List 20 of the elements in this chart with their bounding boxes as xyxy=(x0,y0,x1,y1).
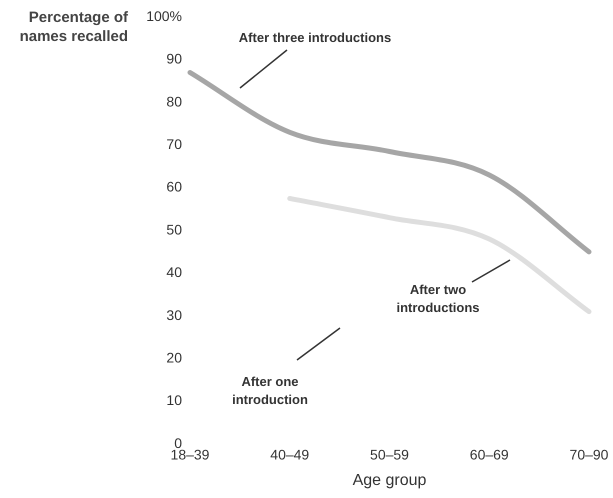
annotation: After two introductions xyxy=(396,282,480,315)
x-tick-label: 70–90 xyxy=(570,446,609,462)
y-tick-label: 10 xyxy=(166,392,182,408)
y-tick-label: 20 xyxy=(166,349,182,366)
y-tick-label: 60 xyxy=(166,178,182,195)
y-tick-label: 70 xyxy=(166,136,182,152)
x-axis-title: Age group xyxy=(352,472,427,489)
y-tick-label: 100% xyxy=(146,8,182,24)
y-tick-label: 90 xyxy=(166,50,182,67)
x-tick-label: 50–59 xyxy=(370,446,410,462)
x-tick-label: 40–49 xyxy=(270,446,310,462)
y-tick-label: 50 xyxy=(166,221,182,238)
x-tick-label: 60–69 xyxy=(470,446,509,462)
y-axis-title: Percentage of names recalled xyxy=(18,8,128,46)
y-tick-label: 30 xyxy=(166,306,182,323)
y-tick-label: 0 xyxy=(174,434,182,451)
y-tick-label: 80 xyxy=(166,93,182,110)
y-tick-label: 40 xyxy=(166,264,182,280)
annotation: After one introduction xyxy=(232,374,308,407)
annotation: After three introductions xyxy=(238,30,392,45)
